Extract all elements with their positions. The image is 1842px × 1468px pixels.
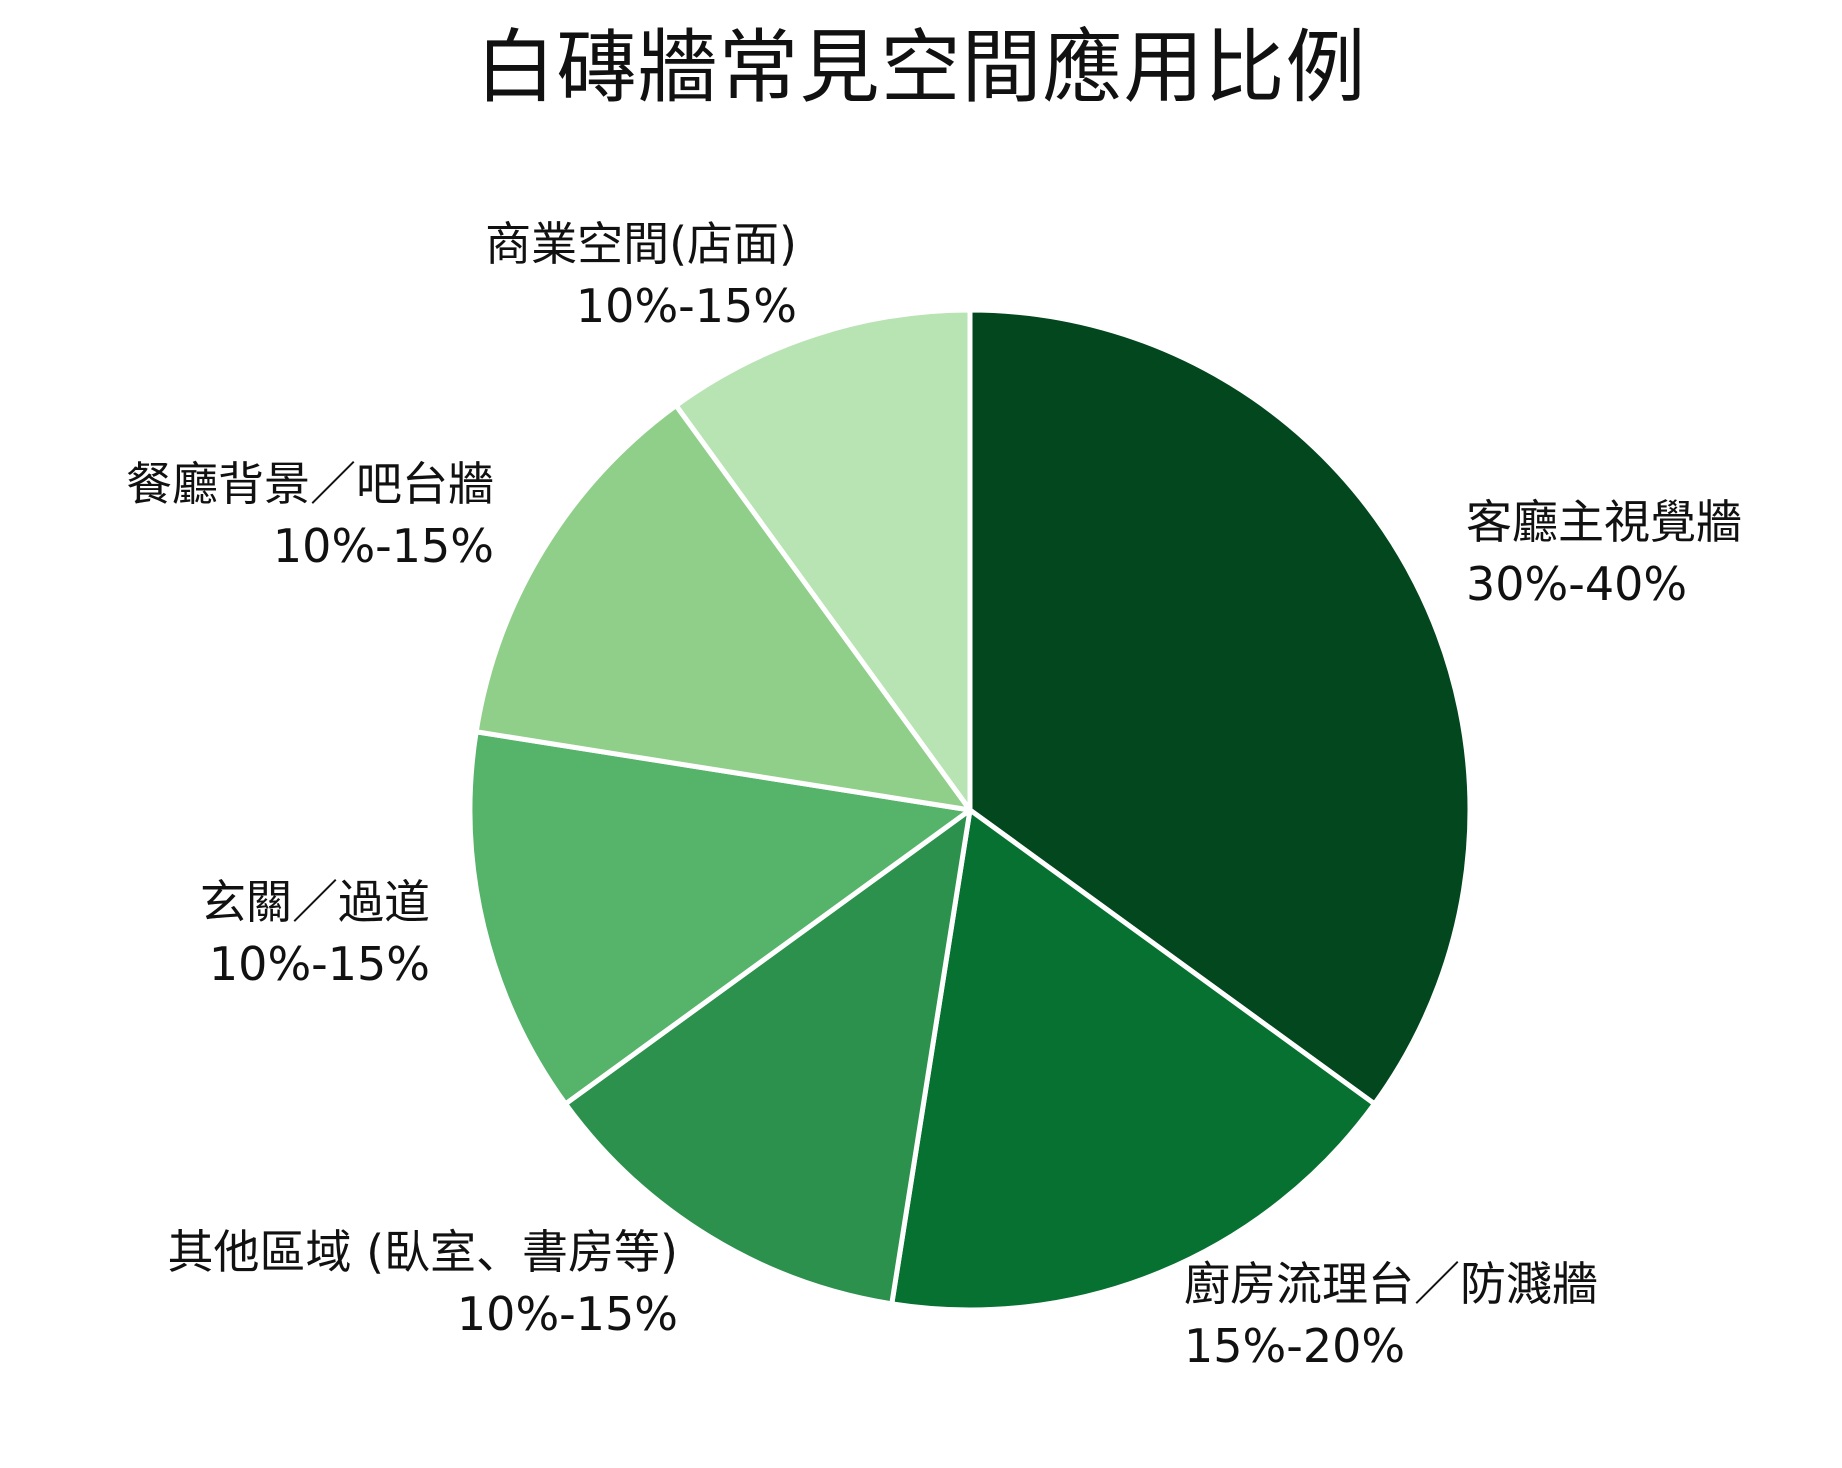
slice-name: 其他區域 (臥室、書房等) xyxy=(167,1225,678,1279)
slice-name: 玄關／過道 xyxy=(200,875,430,929)
slice-range-label: 10%-15% xyxy=(576,279,797,333)
slice-name: 客廳主視覺牆 xyxy=(1466,495,1742,549)
pie-slice-5 xyxy=(473,402,973,813)
chart-title: 白磚牆常見空間應用比例 xyxy=(475,21,1367,114)
pie-slice-4 xyxy=(467,729,973,1107)
slice-name: 商業空間(店面) xyxy=(485,217,797,271)
slice-range-label: 15%-20% xyxy=(1184,1319,1405,1373)
pie-slices xyxy=(467,307,1473,1313)
slice-range-label: 10%-15% xyxy=(273,519,494,573)
slice-label-2: 廚房流理台／防濺牆 15%-20% xyxy=(1184,1257,1598,1373)
slice-label-6: 商業空間(店面) 10%-15% xyxy=(485,217,797,333)
slice-label-5: 餐廳背景／吧台牆 10%-15% xyxy=(126,457,494,573)
slice-range-label: 10%-15% xyxy=(457,1287,678,1341)
slice-label-3: 其他區域 (臥室、書房等) 10%-15% xyxy=(167,1225,678,1341)
slice-label-4: 玄關／過道 10%-15% xyxy=(200,875,430,991)
slice-label-1: 客廳主視覺牆 30%-40% xyxy=(1466,495,1742,611)
slice-name: 廚房流理台／防濺牆 xyxy=(1184,1257,1598,1311)
pie-slice-2 xyxy=(889,807,1378,1313)
slice-range-label: 30%-40% xyxy=(1466,557,1687,611)
pie-slice-3 xyxy=(562,807,973,1307)
slice-range-label: 10%-15% xyxy=(209,937,430,991)
pie-slice-1 xyxy=(967,307,1473,1107)
pie-slice-6 xyxy=(673,307,973,813)
pie-labels: 客廳主視覺牆 30%-40% 廚房流理台／防濺牆 15%-20% 其他區域 (臥室、書房… xyxy=(126,217,1742,1373)
slice-name: 餐廳背景／吧台牆 xyxy=(126,457,494,511)
